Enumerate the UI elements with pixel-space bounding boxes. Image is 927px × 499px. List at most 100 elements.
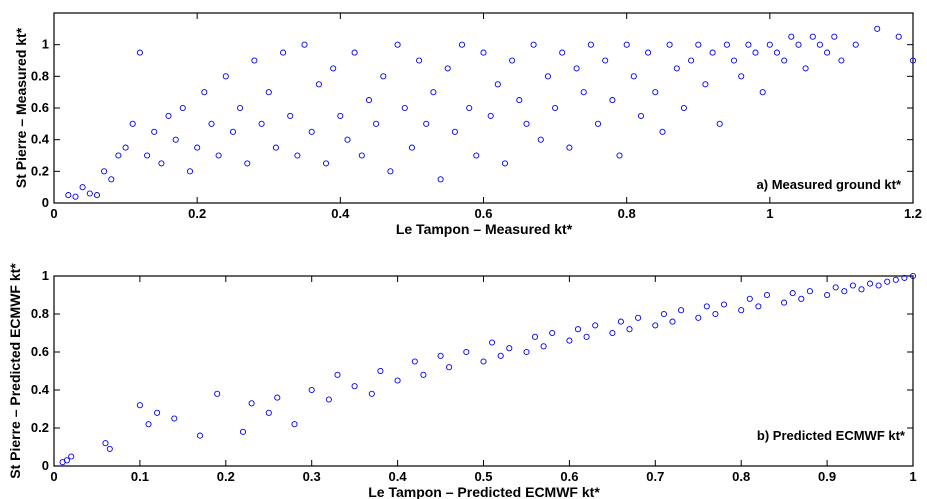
data-point	[115, 152, 122, 159]
data-point	[659, 128, 666, 135]
data-point	[308, 128, 315, 135]
data-point	[229, 128, 237, 135]
data-point	[215, 152, 222, 159]
data-point	[858, 286, 865, 293]
y-tick-label: 0	[42, 458, 49, 473]
y-tick-label: 0.2	[31, 420, 49, 435]
data-point	[909, 57, 917, 64]
data-point	[322, 160, 330, 167]
data-point	[530, 41, 537, 48]
data-point	[637, 112, 645, 119]
data-point	[669, 318, 676, 325]
data-point	[194, 144, 201, 151]
data-point	[344, 136, 351, 143]
data-point	[738, 307, 745, 314]
data-point	[574, 326, 582, 333]
data-point	[446, 364, 453, 371]
data-point	[408, 144, 415, 151]
x-tick-label: 0.1	[131, 469, 149, 484]
data-point	[609, 97, 616, 104]
x-tick-label: 1	[766, 206, 773, 221]
data-point	[752, 49, 759, 56]
data-point	[106, 445, 113, 452]
data-point	[781, 299, 788, 306]
data-point	[294, 152, 301, 159]
data-point	[806, 288, 813, 295]
data-point	[849, 282, 856, 289]
data-point	[746, 295, 753, 302]
x-tick-label: 0.5	[474, 469, 492, 484]
points-a	[65, 25, 917, 200]
data-point	[884, 278, 891, 285]
data-point	[144, 152, 151, 159]
data-point	[874, 25, 881, 32]
data-point	[487, 112, 494, 119]
data-point	[171, 415, 178, 422]
y-ticks-b: 0 0.2 0.4 0.6 0.8 1	[31, 268, 913, 473]
data-point	[86, 190, 93, 197]
data-point	[602, 57, 609, 64]
data-point	[841, 288, 848, 295]
data-point	[394, 377, 401, 384]
data-point	[122, 144, 129, 151]
data-point	[549, 329, 556, 337]
data-point	[795, 41, 802, 48]
data-point	[394, 41, 401, 48]
data-point	[274, 394, 281, 401]
data-point	[852, 41, 859, 48]
y-tick-label: 0.8	[31, 306, 49, 321]
plot-area-a	[53, 12, 914, 204]
data-point	[594, 120, 602, 127]
data-point	[516, 97, 523, 104]
y-axis-label-b: St Pierre – Predicted ECMWF kt*	[7, 263, 23, 479]
x-axis-label-b: Le Tampon – Predicted ECMWF kt*	[368, 484, 600, 499]
y-tick-label: 1	[42, 37, 49, 52]
data-point	[186, 168, 194, 175]
data-point	[895, 33, 902, 40]
data-point	[196, 432, 204, 439]
data-point	[702, 81, 709, 88]
data-point	[723, 41, 730, 48]
y-tick-label: 0.6	[31, 100, 49, 115]
data-point	[789, 290, 796, 297]
data-point	[494, 81, 501, 88]
data-point	[652, 322, 659, 329]
data-point	[179, 104, 186, 112]
data-point	[626, 326, 633, 333]
y-tick-label: 0.6	[31, 344, 49, 359]
data-point	[63, 457, 70, 464]
data-point	[251, 57, 258, 64]
data-point	[788, 33, 795, 40]
data-point	[652, 89, 659, 96]
data-point	[773, 49, 781, 56]
data-point	[373, 120, 380, 127]
data-point	[201, 89, 208, 96]
x-tick-label: 0.6	[560, 469, 578, 484]
data-point	[587, 41, 594, 48]
data-point	[501, 160, 509, 167]
data-point	[716, 120, 723, 127]
data-point	[265, 89, 272, 96]
data-point	[617, 318, 624, 325]
x-tick-label: 0.4	[331, 206, 350, 221]
x-tick-label: 0.2	[188, 206, 206, 221]
data-point	[645, 49, 652, 56]
data-point	[537, 136, 544, 143]
data-point	[351, 49, 358, 56]
data-point	[866, 280, 874, 287]
data-point	[673, 65, 680, 72]
data-point	[616, 152, 623, 159]
data-point	[463, 348, 470, 356]
data-point	[458, 41, 466, 48]
x-tick-label: 0.4	[389, 469, 408, 484]
data-point	[437, 176, 444, 183]
x-tick-label: 0.7	[646, 469, 664, 484]
data-point	[136, 402, 143, 409]
data-point	[72, 193, 79, 200]
data-point	[592, 322, 599, 329]
data-point	[609, 329, 616, 337]
y-tick-label: 0	[42, 195, 49, 210]
scatter-panel-b: 0 0.1 0.2 0.3 0.4 0.5 0.6 0.7 0.8 0.9 1 0 0.2 0.4 0.6…	[7, 263, 917, 499]
data-point	[832, 284, 839, 291]
